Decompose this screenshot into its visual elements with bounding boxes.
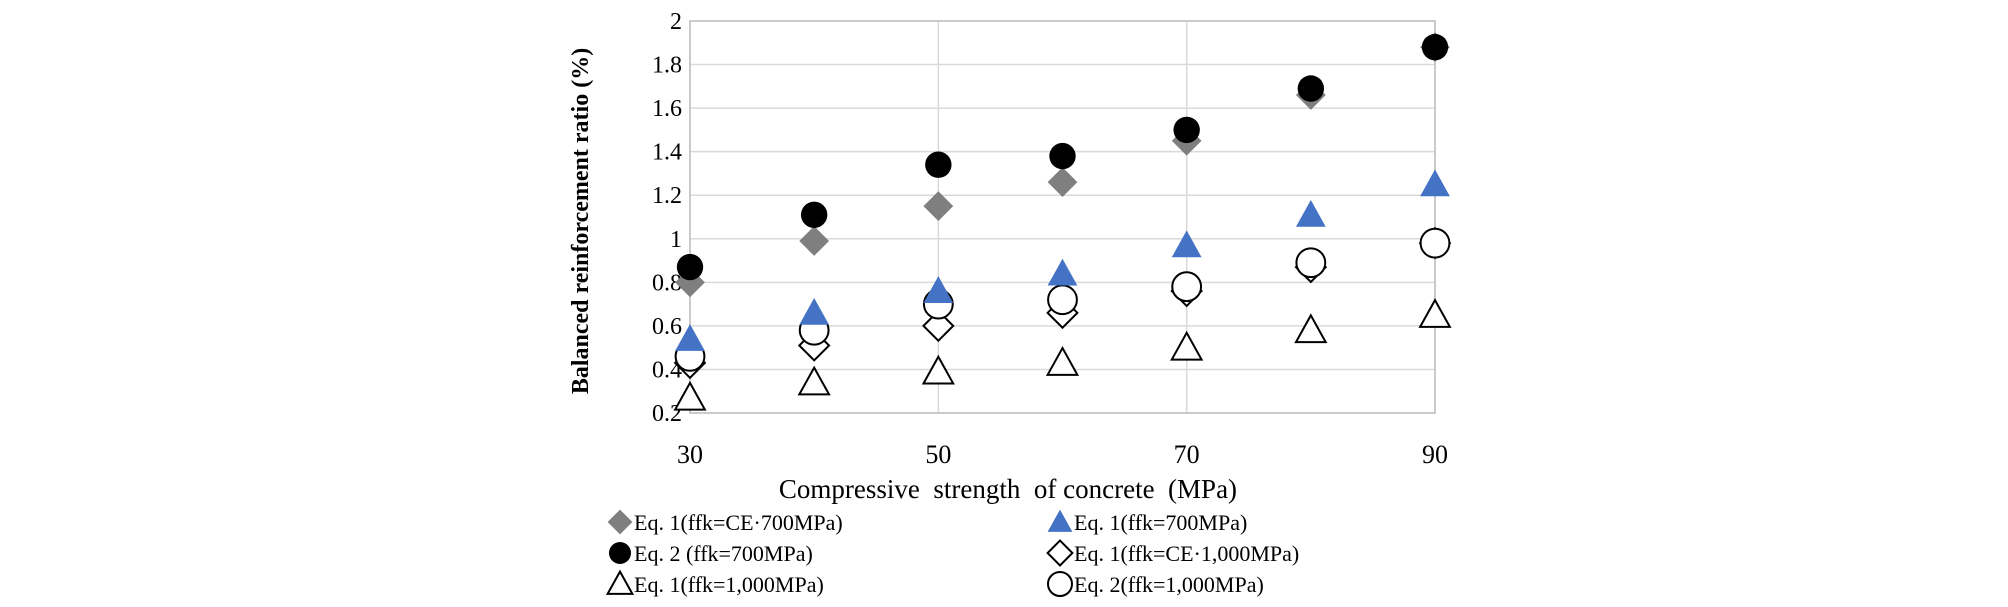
legend-marker: [607, 509, 633, 535]
y-tick-label: 1.8: [652, 53, 682, 79]
legend-item: Eq. 1(ffk=700MPa): [1047, 509, 1247, 535]
series-2: [675, 169, 1450, 351]
series-3: [676, 33, 1449, 281]
legend-label: Eq. 1(ffk=CE·700MPa): [634, 510, 843, 535]
legend-item: Eq. 1(ffk=1,000MPa): [605, 569, 824, 597]
data-point: [1047, 258, 1078, 286]
data-point: [799, 226, 830, 256]
data-point: [923, 191, 954, 221]
data-point: [676, 253, 704, 281]
data-point: [1297, 75, 1325, 102]
series-5: [673, 298, 1452, 411]
legend-marker: [1047, 571, 1073, 597]
legend-marker: [1046, 539, 1074, 567]
data-point: [925, 151, 952, 178]
y-tick-label: 0.6: [652, 314, 682, 340]
plot-area: [689, 20, 1436, 414]
y-tick-label: 1.6: [652, 96, 682, 122]
y-tick-label: 1.4: [652, 140, 682, 166]
data-point: [1418, 298, 1452, 328]
legend: Eq. 1(ffk=CE·700MPa) Eq. 1(ffk=700MPa) Eq.…: [605, 509, 1299, 597]
data-point: [1171, 230, 1202, 258]
data-point: [1171, 271, 1203, 303]
data-point: [673, 380, 707, 411]
legend-item: Eq. 1(ffk=CE·700MPa): [607, 509, 843, 535]
legend-marker: [605, 569, 635, 595]
legend-label: Eq. 1(ffk=700MPa): [1074, 510, 1247, 535]
data-point: [922, 309, 955, 343]
data-point: [1173, 116, 1200, 144]
data-point: [1049, 142, 1076, 170]
legend-item: Eq. 1(ffk=CE·1,000MPa): [1046, 539, 1299, 567]
legend-item: Eq. 2 (ffk=700MPa): [609, 541, 813, 566]
data-point: [800, 201, 828, 229]
legend-marker: [1047, 509, 1073, 532]
legend-marker: [609, 542, 631, 564]
data-point: [1294, 313, 1328, 344]
data-point: [1047, 284, 1078, 316]
data-point: [799, 297, 830, 325]
x-axis-tick-labels: 30 50 70 90: [677, 440, 1448, 469]
data-point: [1419, 227, 1451, 259]
data-point: [1047, 167, 1078, 198]
data-point: [1295, 247, 1327, 279]
data-point: [923, 276, 954, 303]
data-series: [673, 32, 1452, 411]
legend-label: Eq. 2(ffk=1,000MPa): [1074, 572, 1264, 597]
y-tick-label: 1: [670, 227, 682, 253]
data-point: [675, 324, 705, 351]
data-point: [921, 354, 955, 385]
legend-label: Eq. 1(ffk=1,000MPa): [634, 572, 824, 597]
y-tick-label: 1.2: [652, 183, 682, 209]
data-point: [1045, 345, 1080, 376]
x-tick-label: 90: [1422, 440, 1448, 469]
x-axis-label: Compressive strength of concrete (MPa): [779, 474, 1237, 504]
data-point: [1295, 199, 1326, 227]
data-point: [1421, 33, 1449, 61]
data-point: [797, 365, 831, 396]
x-tick-label: 70: [1174, 440, 1200, 469]
data-point: [1170, 330, 1204, 361]
legend-label: Eq. 1(ffk=CE·1,000MPa): [1074, 541, 1299, 566]
legend-item: Eq. 2(ffk=1,000MPa): [1047, 571, 1264, 597]
x-tick-label: 30: [677, 440, 703, 469]
legend-label: Eq. 2 (ffk=700MPa): [634, 541, 813, 566]
x-tick-label: 50: [925, 440, 951, 469]
data-point: [1420, 169, 1450, 197]
y-axis-label: Balanced reinforcement ratio (%): [568, 48, 594, 394]
y-tick-label: 2: [670, 9, 682, 35]
